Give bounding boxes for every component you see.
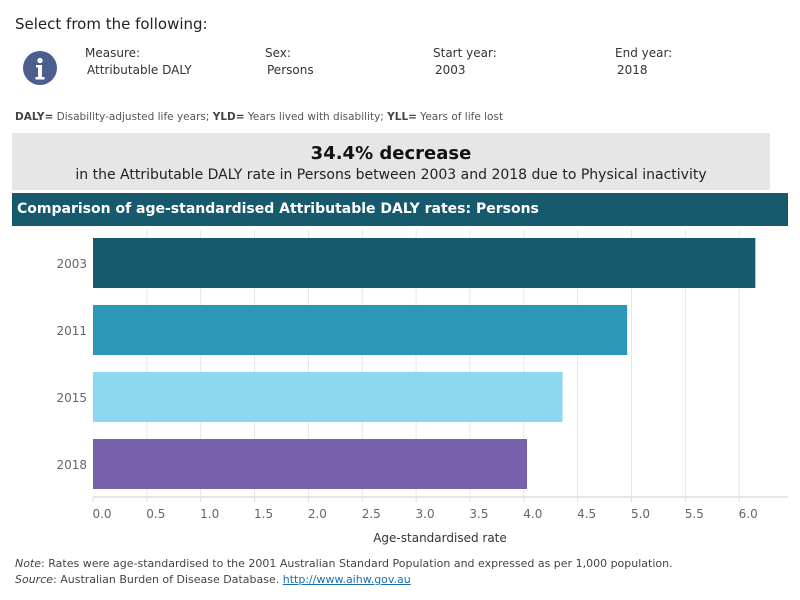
x-axis-title: Age-standardised rate	[373, 531, 507, 545]
x-tick-label: 0.5	[146, 507, 165, 521]
summary-detail: in the Attributable DALY rate in Persons…	[75, 167, 707, 183]
source-link[interactable]: http://www.aihw.gov.au	[282, 573, 411, 586]
x-tick-label: 2.5	[362, 507, 381, 521]
y-tick-label: 2003	[56, 257, 87, 271]
bar-chart: 0.0 0.5 1.0 1.5 2.0 2.5 3.0 3.5 4.0 4.5 5.0 5.5 6.0 2…	[56, 230, 788, 545]
page-title: Select from the following:	[15, 15, 208, 33]
x-tick-label: 1.0	[200, 507, 219, 521]
abbreviation-legend: DALY= Disability-adjusted life years; YL…	[15, 111, 504, 123]
end-year-select[interactable]: 2018	[617, 63, 648, 77]
sex-select[interactable]: Persons	[267, 63, 314, 77]
y-tick-label: 2011	[56, 324, 87, 338]
end-year-label: End year:	[615, 46, 673, 60]
x-tick-label: 5.5	[685, 507, 704, 521]
x-tick-label: 5.0	[631, 507, 650, 521]
x-tick-label: 4.0	[523, 507, 542, 521]
bar-2015	[93, 372, 563, 422]
start-year-select[interactable]: 2003	[435, 63, 466, 77]
summary-box: 34.4% decrease in the Attributable DALY …	[12, 133, 770, 190]
bar-2018	[93, 439, 528, 489]
summary-headline: 34.4% decrease	[310, 143, 472, 164]
y-tick-label: 2015	[56, 391, 87, 405]
bar-2003	[93, 238, 756, 288]
y-tick-label: 2018	[56, 458, 87, 472]
info-icon[interactable]	[23, 51, 57, 85]
measure-select[interactable]: Attributable DALY	[87, 63, 192, 77]
footnotes: Note: Rates were age-standardised to the…	[15, 556, 673, 588]
note-line: Note: Rates were age-standardised to the…	[15, 557, 673, 570]
x-tick-label: 4.5	[577, 507, 596, 521]
chart-title: Comparison of age-standardised Attributa…	[12, 193, 788, 226]
x-tick-label: 2.0	[308, 507, 327, 521]
x-tick-label: 0.0	[92, 507, 111, 521]
x-tick-label: 1.5	[254, 507, 273, 521]
x-tick-label: 3.0	[416, 507, 435, 521]
start-year-label: Start year:	[433, 46, 497, 60]
bar-2011	[93, 305, 628, 355]
x-tick-label: 6.0	[739, 507, 758, 521]
x-tick-label: 3.5	[469, 507, 488, 521]
sex-label: Sex:	[265, 46, 291, 60]
source-line: Source: Australian Burden of Disease Dat…	[15, 573, 411, 586]
measure-label: Measure:	[85, 46, 141, 60]
